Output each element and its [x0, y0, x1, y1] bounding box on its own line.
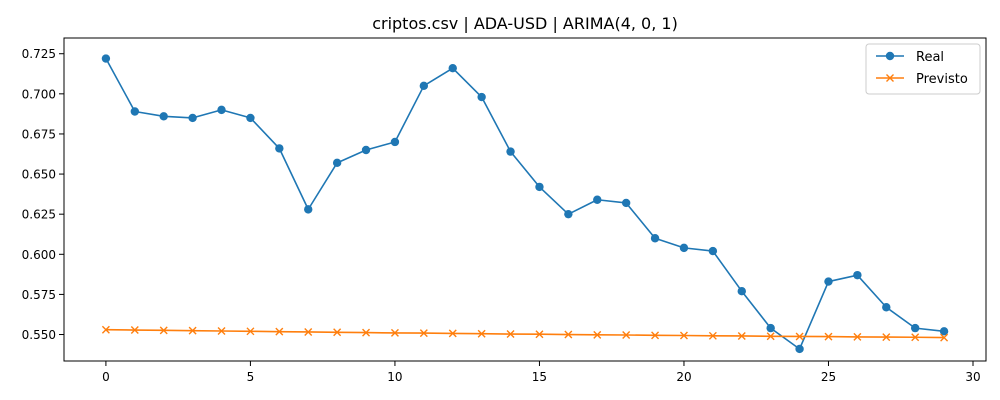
plot-content: [101, 54, 949, 354]
y-tick-label: 0.625: [22, 208, 56, 222]
data-point-real: [824, 277, 833, 286]
data-point-real: [650, 234, 660, 243]
data-point-previsto: [535, 330, 544, 339]
data-point-previsto: [275, 327, 284, 336]
y-axis: 0.550 0.575 0.600 0.625 0.650 0.675 0.700 0.725: [22, 47, 64, 342]
x-tick-label: 20: [676, 370, 691, 384]
plot-area: [64, 38, 986, 361]
data-point-previsto: [304, 327, 313, 336]
data-point-real: [535, 182, 544, 192]
data-point-previsto: [882, 333, 891, 342]
x-axis: 0 5 10 15 20 25 30: [102, 361, 981, 384]
data-point-real: [679, 243, 689, 253]
data-point-real: [275, 144, 284, 153]
data-point-real: [217, 105, 226, 115]
data-point-previsto: [679, 331, 688, 340]
y-tick-label: 0.700: [22, 87, 56, 101]
y-tick-label: 0.550: [22, 328, 56, 342]
data-point-previsto: [506, 330, 515, 339]
data-point-real: [939, 327, 949, 336]
data-point-previsto: [217, 327, 226, 335]
data-point-real: [882, 303, 891, 312]
legend-real-marker: [885, 51, 895, 61]
data-point-previsto: [159, 326, 168, 335]
data-point-real: [419, 81, 429, 91]
data-point-real: [130, 107, 140, 116]
data-point-previsto: [622, 331, 631, 340]
data-point-real: [506, 147, 515, 156]
x-tick-label: 10: [387, 370, 402, 384]
data-point-real: [361, 145, 371, 155]
y-tick-label: 0.675: [22, 127, 56, 141]
data-point-previsto: [188, 326, 197, 335]
x-tick-label: 30: [965, 370, 980, 384]
data-point-real: [593, 195, 602, 204]
data-point-previsto: [824, 332, 833, 341]
data-point-previsto: [448, 329, 457, 338]
x-tick-label: 25: [821, 370, 836, 384]
data-point-real: [477, 92, 486, 102]
series-line-real: [105, 58, 945, 350]
data-point-real: [621, 198, 631, 208]
legend-previsto-label: Previsto: [916, 72, 968, 87]
y-tick-label: 0.575: [22, 288, 56, 302]
data-point-previsto: [853, 332, 862, 341]
data-point-real: [159, 112, 168, 121]
x-tick-label: 15: [532, 370, 547, 384]
data-point-real: [795, 344, 804, 354]
data-point-previsto: [651, 331, 660, 340]
data-point-real: [390, 137, 400, 147]
data-point-real: [304, 205, 313, 214]
data-point-real: [766, 323, 775, 333]
data-point-previsto: [708, 331, 717, 340]
data-point-previsto: [362, 328, 371, 337]
data-point-previsto: [333, 328, 342, 337]
data-point-previsto: [940, 333, 949, 342]
data-point-previsto: [766, 332, 775, 341]
x-tick-label: 0: [102, 370, 110, 384]
data-point-previsto: [246, 327, 255, 336]
data-point-real: [564, 209, 573, 219]
data-point-previsto: [419, 329, 428, 338]
data-point-previsto: [795, 332, 804, 341]
data-point-previsto: [101, 325, 110, 334]
data-point-real: [853, 270, 862, 280]
legend: Real Previsto: [865, 43, 981, 95]
data-point-previsto: [593, 330, 602, 339]
data-point-previsto: [130, 326, 139, 335]
data-point-previsto: [737, 331, 746, 340]
data-point-real: [737, 287, 746, 296]
data-point-previsto: [564, 330, 573, 339]
series-line-previsto: [105, 328, 945, 339]
legend-real-label: Real: [916, 50, 944, 65]
y-tick-label: 0.725: [22, 47, 56, 61]
y-tick-label: 0.600: [22, 248, 56, 262]
data-point-real: [708, 246, 718, 256]
data-point-real: [332, 158, 342, 168]
chart-title: criptos.csv | ADA-USD | ARIMA(4, 0, 1): [372, 14, 678, 33]
data-point-real: [910, 323, 920, 333]
data-point-previsto: [477, 329, 486, 338]
data-point-real: [101, 54, 111, 63]
plot-frame: [63, 37, 987, 362]
data-point-real: [188, 113, 197, 123]
y-tick-label: 0.650: [22, 168, 56, 182]
data-point-real: [448, 63, 457, 73]
data-point-previsto: [911, 333, 920, 342]
x-tick-label: 5: [247, 370, 255, 384]
data-point-previsto: [390, 328, 399, 337]
legend-previsto-marker: [886, 74, 894, 82]
data-point-real: [246, 113, 255, 123]
